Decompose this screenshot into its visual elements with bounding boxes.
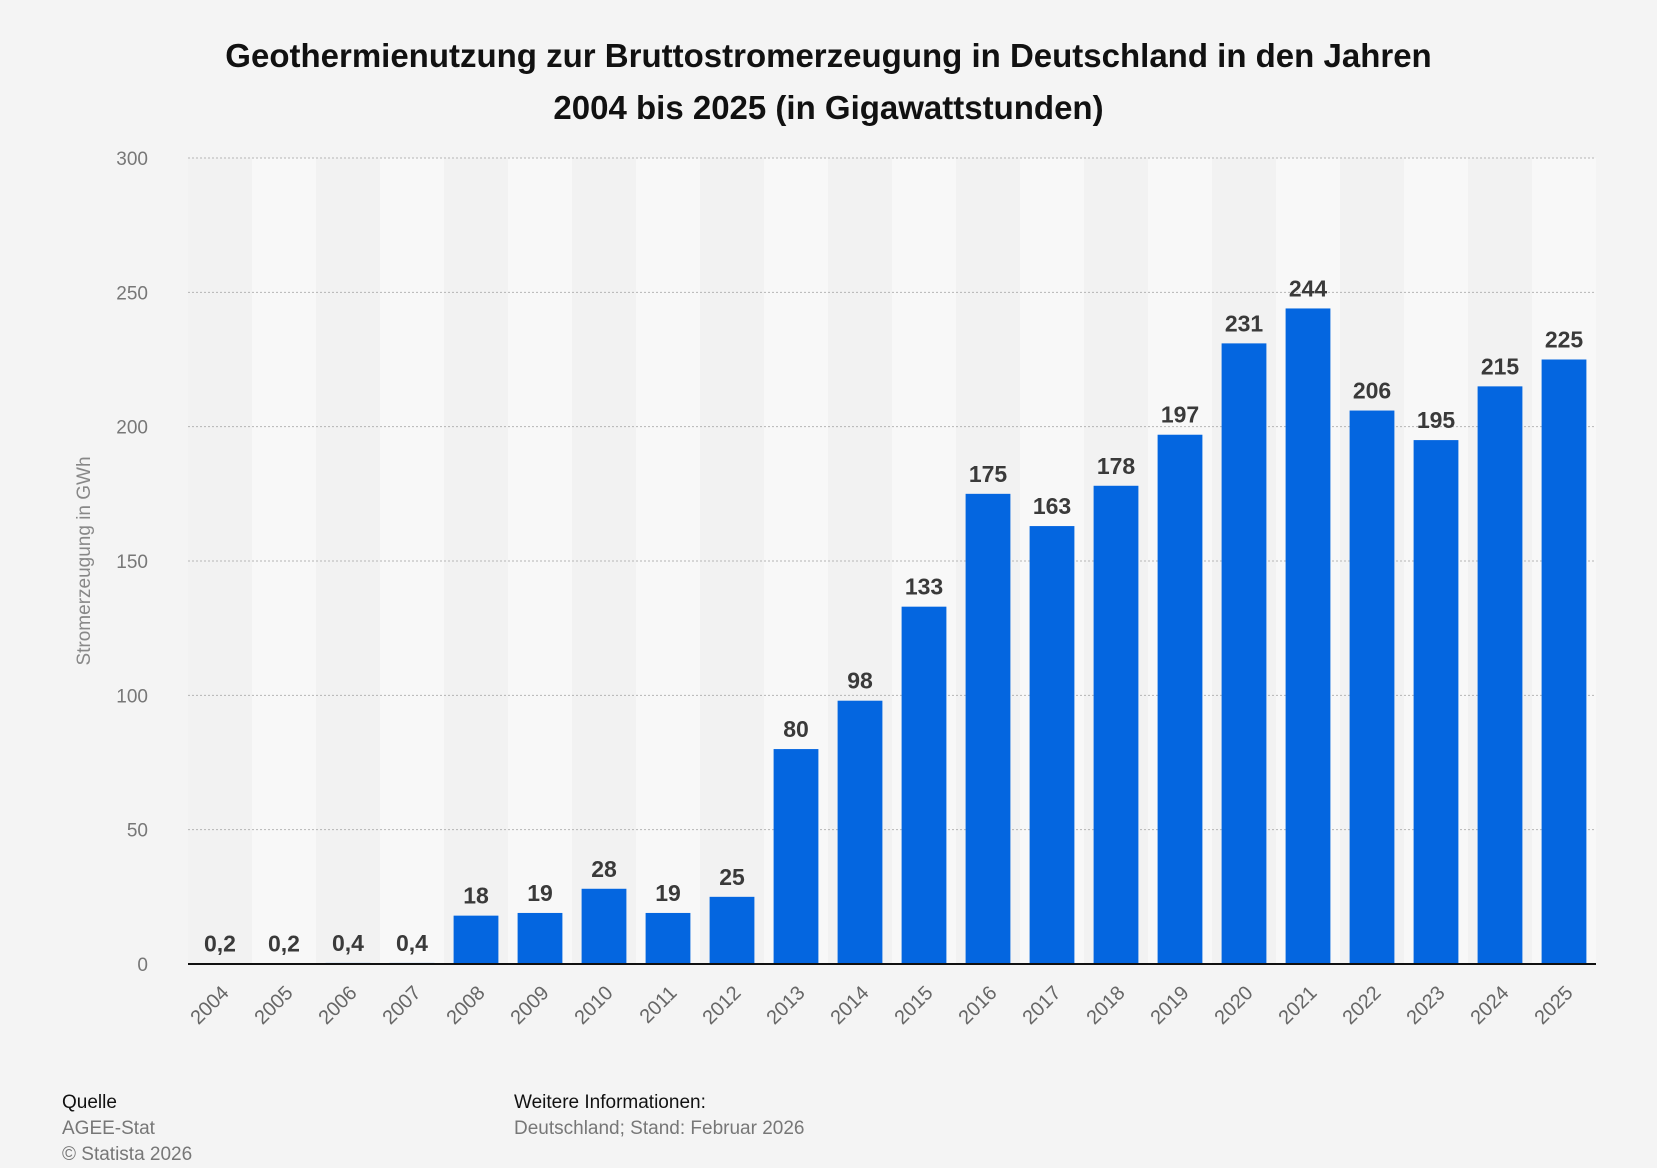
- x-tick-label-2007: 2007: [379, 982, 426, 1029]
- value-label-2024: 215: [1481, 353, 1520, 379]
- value-label-2004: 0,2: [204, 930, 236, 956]
- bar-2009[interactable]: [518, 913, 563, 964]
- x-tick-label-2011: 2011: [636, 982, 682, 1028]
- x-tick-label-2016: 2016: [955, 982, 1002, 1029]
- x-tick-label-2013: 2013: [763, 982, 810, 1029]
- bar-2010[interactable]: [582, 889, 627, 964]
- value-label-2007: 0,4: [396, 930, 428, 956]
- x-tick-label-2004: 2004: [187, 982, 234, 1029]
- value-label-2025: 225: [1545, 327, 1584, 353]
- info-heading[interactable]: Weitere Informationen:: [514, 1090, 804, 1116]
- x-tick-label-2015: 2015: [891, 982, 938, 1029]
- x-tick-label-2008: 2008: [443, 982, 490, 1029]
- y-tick-label: 100: [116, 686, 148, 707]
- x-tick-label-2019: 2019: [1147, 982, 1194, 1029]
- x-tick-label-2006: 2006: [315, 982, 362, 1029]
- bar-2014[interactable]: [838, 701, 883, 964]
- bar-2008[interactable]: [454, 916, 499, 964]
- value-label-2023: 195: [1417, 407, 1456, 433]
- value-label-2016: 175: [969, 461, 1008, 487]
- value-label-2018: 178: [1097, 453, 1136, 479]
- bar-2016[interactable]: [966, 494, 1011, 964]
- info-block: Weitere Informationen: Deutschland; Stan…: [514, 1090, 804, 1142]
- y-tick-label: 150: [116, 552, 148, 573]
- x-tick-label-2014: 2014: [827, 982, 874, 1029]
- bar-2022[interactable]: [1350, 411, 1395, 964]
- value-label-2009: 19: [527, 880, 553, 906]
- x-tick-label-2023: 2023: [1403, 982, 1450, 1029]
- bar-2011[interactable]: [646, 913, 691, 964]
- value-label-2012: 25: [719, 864, 745, 890]
- x-tick-label-2009: 2009: [507, 982, 554, 1029]
- value-label-2019: 197: [1161, 402, 1199, 428]
- x-tick-labels: 2004 2005 2006 2007 2008 2009 2010 2011 2012 2013…: [187, 982, 1578, 1029]
- x-tick-label-2017: 2017: [1019, 982, 1066, 1029]
- bar-2019[interactable]: [1158, 435, 1203, 964]
- copyright-text: © Statista 2026: [62, 1142, 192, 1168]
- y-tick-label: 0: [137, 955, 148, 976]
- bar-2012[interactable]: [710, 897, 755, 964]
- value-label-2013: 80: [783, 716, 809, 742]
- x-tick-label-2020: 2020: [1211, 982, 1258, 1029]
- x-tick-label-2022: 2022: [1339, 982, 1386, 1029]
- bar-2018[interactable]: [1094, 486, 1139, 964]
- x-tick-label-2024: 2024: [1467, 982, 1514, 1029]
- bar-2013[interactable]: [774, 749, 819, 964]
- value-label-2010: 28: [591, 856, 617, 882]
- source-name[interactable]: AGEE-Stat: [62, 1116, 192, 1142]
- value-label-2008: 18: [463, 883, 489, 909]
- source-heading: Quelle: [62, 1090, 192, 1116]
- y-tick-label: 250: [116, 283, 148, 304]
- bar-2020[interactable]: [1222, 343, 1267, 964]
- x-tick-label-2005: 2005: [251, 982, 298, 1029]
- value-label-2011: 19: [655, 880, 681, 906]
- value-label-2015: 133: [905, 574, 943, 600]
- bar-2021[interactable]: [1286, 308, 1331, 964]
- bar-2023[interactable]: [1414, 440, 1459, 964]
- x-tick-label-2010: 2010: [571, 982, 618, 1029]
- value-label-2005: 0,2: [268, 930, 300, 956]
- x-tick-label-2018: 2018: [1083, 982, 1130, 1029]
- y-tick-labels: 0 50 100 150 200 250 300: [116, 149, 148, 976]
- y-tick-label: 200: [116, 418, 148, 439]
- value-label-2014: 98: [847, 668, 873, 694]
- source-block: Quelle AGEE-Stat © Statista 2026: [62, 1090, 192, 1168]
- value-label-2006: 0,4: [332, 930, 364, 956]
- bar-2024[interactable]: [1478, 386, 1523, 964]
- value-label-2020: 231: [1225, 310, 1264, 336]
- bar-2017[interactable]: [1030, 526, 1075, 964]
- y-axis-label: Stromerzeugung in GWh: [74, 456, 95, 665]
- bar-2025[interactable]: [1542, 360, 1587, 965]
- bar-chart: 0 50 100 150 200 250 300 0,2 0,2 0,4 0,4 18 19 28 19 2…: [0, 0, 1657, 1060]
- info-text: Deutschland; Stand: Februar 2026: [514, 1116, 804, 1142]
- y-tick-label: 300: [116, 149, 148, 170]
- value-label-2021: 244: [1289, 275, 1328, 301]
- x-tick-label-2021: 2021: [1275, 982, 1322, 1029]
- value-label-2022: 206: [1353, 378, 1391, 404]
- bar-2015[interactable]: [902, 607, 947, 964]
- x-tick-label-2012: 2012: [699, 982, 746, 1029]
- value-label-2017: 163: [1033, 493, 1071, 519]
- y-tick-label: 50: [127, 821, 148, 842]
- x-tick-label-2025: 2025: [1531, 982, 1578, 1029]
